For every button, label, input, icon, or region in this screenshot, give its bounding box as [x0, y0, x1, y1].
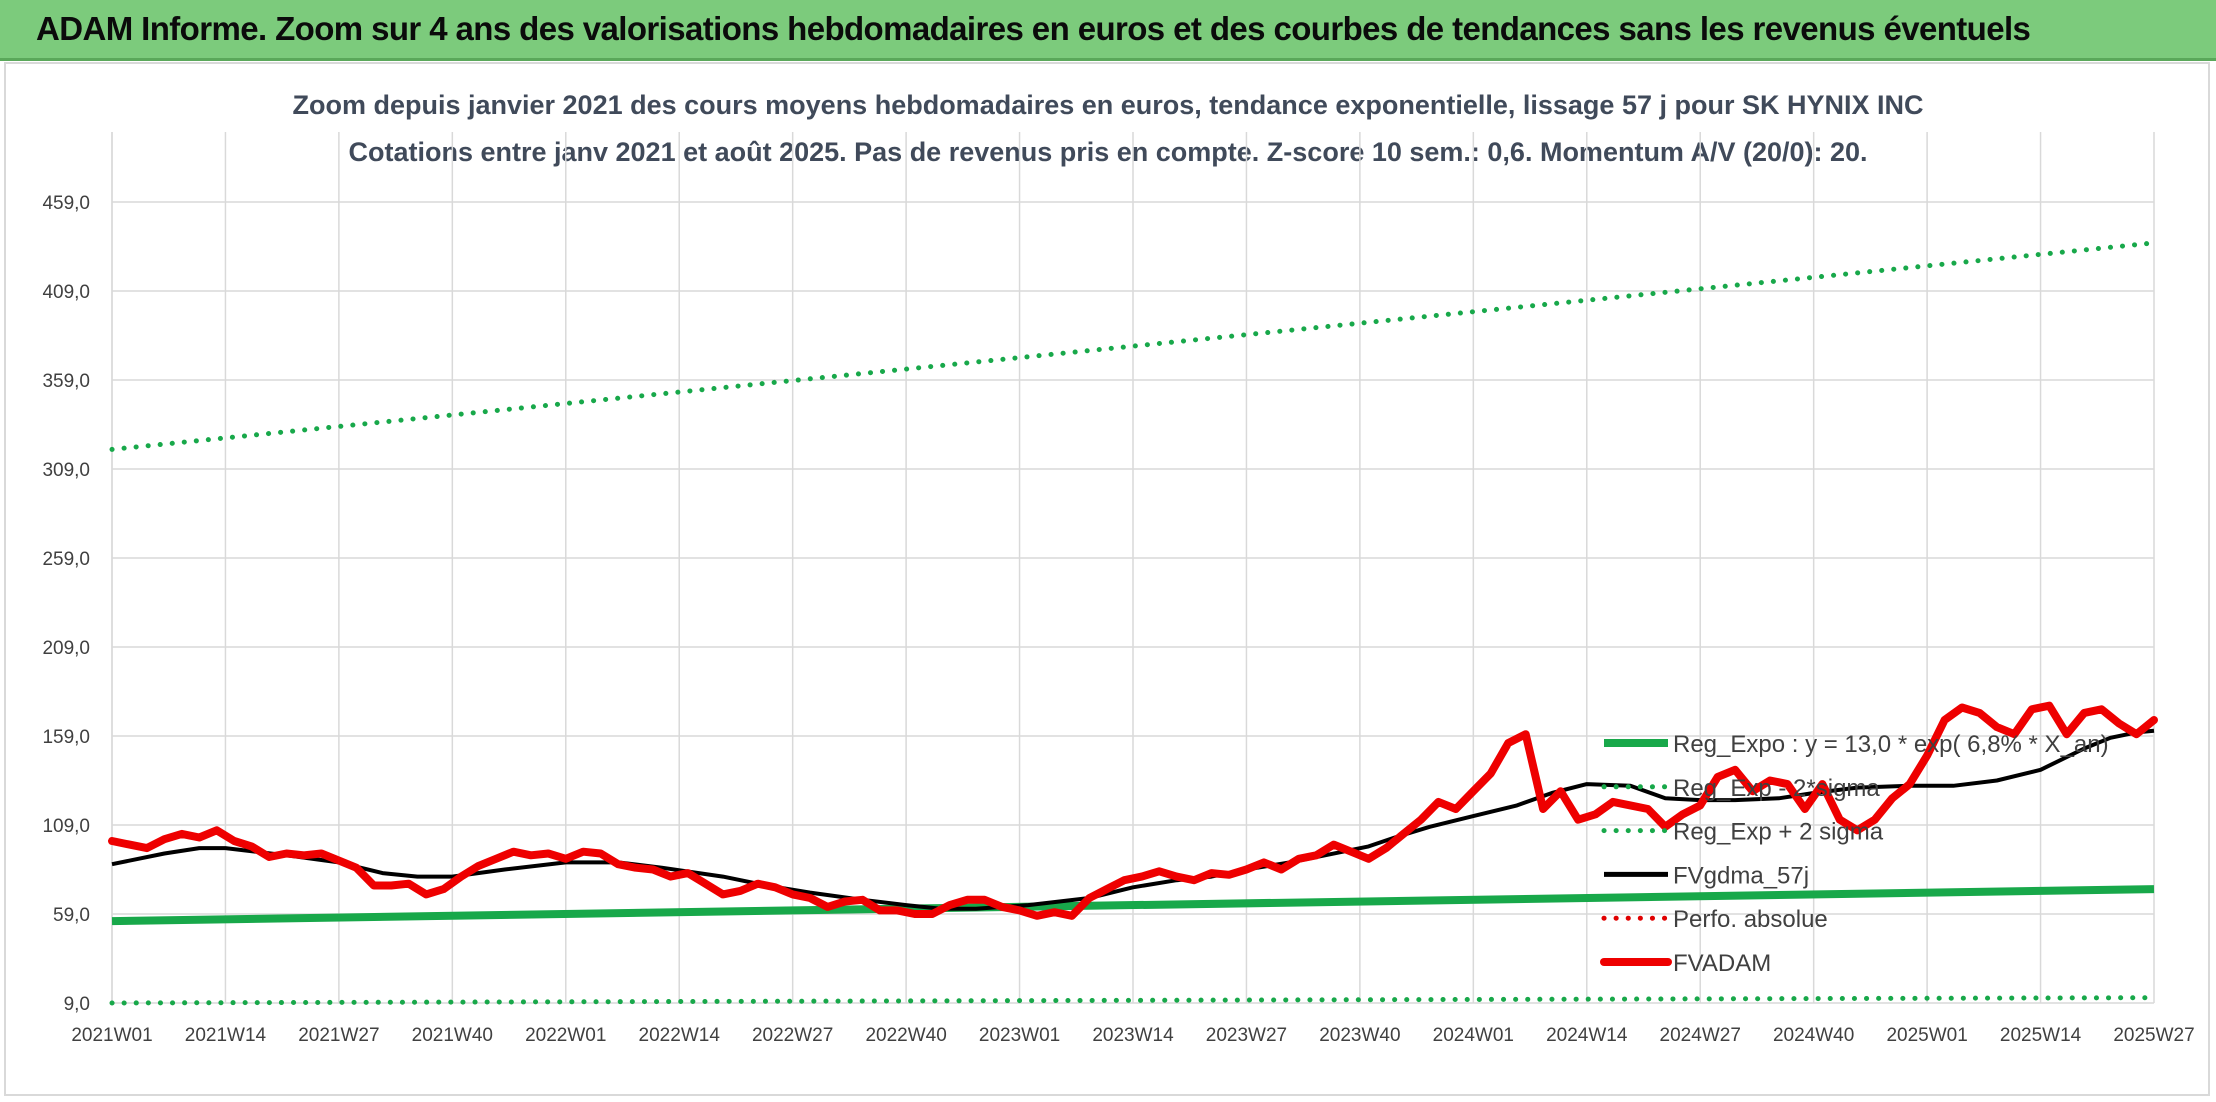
y-tick-label: 459,0	[42, 193, 90, 214]
chart-subtitle: Cotations entre janv 2021 et août 2025. …	[348, 137, 1868, 167]
y-tick-label: 109,0	[42, 816, 90, 837]
chart-legend: Reg_Expo : y = 13,0 * exp( 6,8% * X_an) R…	[1600, 731, 2109, 977]
x-tick-label: 2023W27	[1206, 1025, 1287, 1046]
x-tick-label: 2024W40	[1773, 1025, 1854, 1046]
y-axis: 459,0 409,0 359,0 309,0 259,0 209,0 159,0 109,0…	[42, 193, 90, 1015]
x-tick-label: 2021W01	[71, 1025, 152, 1046]
x-tick-label: 2023W01	[979, 1025, 1060, 1046]
legend-label: FVADAM	[1673, 950, 1771, 977]
chart-title: Zoom depuis janvier 2021 des cours moyen…	[292, 90, 1924, 120]
x-tick-label: 2022W40	[865, 1025, 946, 1046]
y-tick-label: 309,0	[42, 460, 90, 481]
x-tick-label: 2023W14	[1092, 1025, 1174, 1046]
chart-grid	[111, 132, 2155, 1004]
x-tick-label: 2021W40	[412, 1025, 493, 1046]
y-tick-label: 409,0	[42, 282, 90, 303]
legend-label: Reg_Exp + 2 sigma	[1673, 819, 1884, 846]
x-tick-label: 2025W14	[2000, 1025, 2082, 1046]
report-banner: ADAM Informe. Zoom sur 4 ans des valoris…	[0, 0, 2216, 61]
x-tick-label: 2021W14	[185, 1025, 267, 1046]
series-line-0	[111, 885, 2155, 926]
x-tick-label: 2021W27	[298, 1025, 379, 1046]
legend-label: Reg_Exp - 2*sigma	[1673, 775, 1880, 802]
x-tick-label: 2025W27	[2113, 1025, 2194, 1046]
x-tick-label: 2022W14	[639, 1025, 721, 1046]
x-tick-label: 2024W14	[1546, 1025, 1628, 1046]
y-tick-label: 159,0	[42, 727, 90, 748]
series-line-5	[108, 701, 2158, 920]
x-tick-label: 2025W01	[1886, 1025, 1967, 1046]
series-line-2	[109, 240, 2157, 452]
legend-label: Reg_Expo : y = 13,0 * exp( 6,8% * X_an)	[1673, 731, 2109, 758]
legend-label: Perfo. absolue	[1673, 906, 1828, 933]
series-lines	[108, 240, 2158, 1006]
y-tick-label: 59,0	[53, 905, 90, 926]
y-tick-label: 359,0	[42, 371, 90, 392]
x-tick-label: 2022W27	[752, 1025, 833, 1046]
x-tick-label: 2024W01	[1433, 1025, 1514, 1046]
y-tick-label: 9,0	[64, 994, 90, 1015]
x-tick-label: 2024W27	[1660, 1025, 1741, 1046]
y-tick-label: 259,0	[42, 549, 90, 570]
x-axis: 2021W01 2021W14 2021W27 2021W40 2022W01 2022W…	[71, 1025, 2194, 1046]
x-tick-label: 2022W01	[525, 1025, 606, 1046]
banner-title: ADAM Informe. Zoom sur 4 ans des valoris…	[36, 10, 2031, 47]
legend-label: FVgdma_57j	[1673, 862, 1809, 889]
chart-frame	[4, 62, 2210, 1096]
series-line-1	[109, 995, 2157, 1006]
x-tick-label: 2023W40	[1319, 1025, 1400, 1046]
y-tick-label: 209,0	[42, 638, 90, 659]
